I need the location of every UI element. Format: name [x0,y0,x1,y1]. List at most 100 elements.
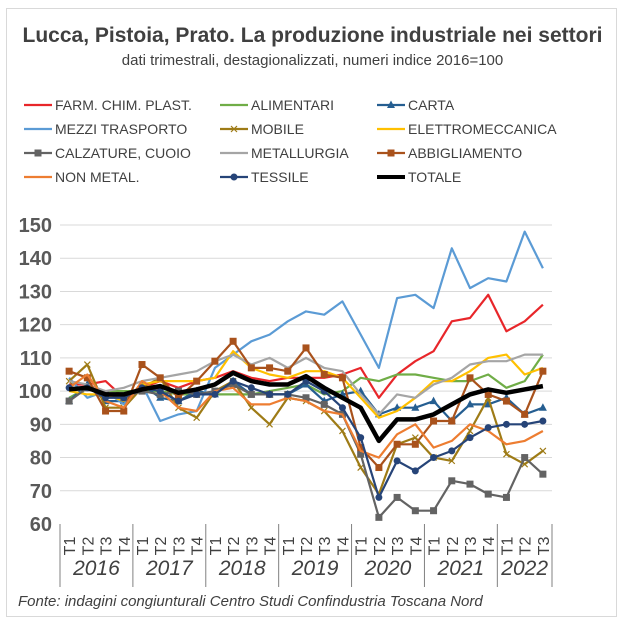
legend-item: MEZZI TRASPORTO [24,119,187,139]
legend-swatch [220,125,248,133]
y-tick-label: 60 [30,514,52,536]
data-point [502,420,510,428]
year-label: 2021 [437,557,485,580]
x-tick-label: T2 [226,537,243,556]
data-point [65,367,73,375]
x-tick-label: T3 [317,537,334,556]
data-point [448,417,456,425]
legend-swatch [377,127,405,131]
x-tick-label: T1 [354,537,371,556]
data-point [247,404,255,412]
chart-title: Lucca, Pistoia, Prato. La produzione ind… [22,24,603,47]
data-point [338,404,346,412]
x-tick-label: T1 [281,537,298,556]
legend-label: MOBILE [251,121,304,137]
x-tick-label: T2 [372,537,389,556]
year-label: 2019 [291,557,339,580]
chart-subtitle: dati trimestrali, destagionalizzati, num… [121,52,504,69]
data-point [503,450,510,458]
data-point [539,417,547,425]
data-point [393,493,401,501]
legend-item: MOBILE [220,119,304,139]
data-point [357,444,365,452]
x-tick-label: T4 [190,537,207,556]
data-point [247,390,255,398]
data-point [83,361,91,368]
x-tick-label: T1 [427,537,444,556]
legend-marker [230,125,238,133]
data-point [538,403,547,411]
x-tick-label: T1 [135,537,152,556]
x-tick-label: T2 [299,537,316,556]
x-tick-label: T4 [408,537,425,556]
data-point [229,337,237,345]
data-point [247,384,255,392]
data-point [338,374,346,382]
data-point [211,390,219,398]
data-point [83,374,91,382]
data-point [193,414,201,422]
data-point [521,454,529,462]
legend-item: TOTALE [377,167,461,187]
year-label: 2022 [500,557,548,580]
data-point [411,434,419,442]
data-point [266,364,274,372]
legend-swatch [377,175,405,179]
data-point [430,454,438,462]
data-point [466,434,474,442]
data-point [65,397,73,405]
data-point [138,361,146,369]
legend-label: CALZATURE, CUOIO [55,145,191,161]
data-point [448,457,456,465]
legend-swatch [377,100,405,108]
legend-item: CARTA [377,95,454,115]
x-tick-label: T3 [463,537,480,556]
data-point [411,440,419,448]
data-point [156,387,164,395]
data-point [339,427,346,435]
data-point [484,390,492,398]
data-point [266,390,274,398]
x-tick-label: T1 [208,537,225,556]
data-point [193,390,201,398]
data-point [357,434,365,442]
y-tick-label: 90 [30,414,52,436]
data-point [375,493,383,501]
legend-label: FARM. CHIM. PLAST. [55,97,192,113]
x-tick-label: T2 [445,537,462,556]
data-point [174,397,182,405]
legend-swatch [220,103,248,107]
data-point [466,427,474,435]
y-tick-label: 120 [19,315,52,337]
legend-swatch [220,173,248,181]
legend-label: CARTA [408,97,455,113]
data-point [502,397,510,405]
data-point [102,407,110,415]
x-tick-label: T4 [263,537,280,556]
x-tick-label: T1 [499,537,516,556]
data-point [320,400,328,408]
data-point [466,480,474,488]
data-point [484,424,492,432]
y-tick-label: 80 [30,448,52,470]
data-point [411,467,419,475]
legend-item: CALZATURE, CUOIO [24,143,191,163]
data-point [156,374,164,382]
x-tick-label: T4 [117,537,134,556]
legend-item: TESSILE [220,167,309,187]
data-point [539,447,547,455]
x-tick-label: T4 [481,537,498,556]
data-point [284,367,292,375]
legend-swatch [24,127,52,131]
data-point [193,377,201,385]
legend-item: ALIMENTARI [220,95,334,115]
year-label: 2016 [72,557,120,580]
y-tick-label: 70 [30,481,52,503]
y-tick-label: 130 [19,281,52,303]
year-label: 2017 [145,557,194,580]
source-note: Fonte: indagini congiunturali Centro Stu… [18,593,483,610]
data-point [502,493,510,501]
x-tick-label: T4 [335,537,352,556]
data-point [375,464,383,472]
